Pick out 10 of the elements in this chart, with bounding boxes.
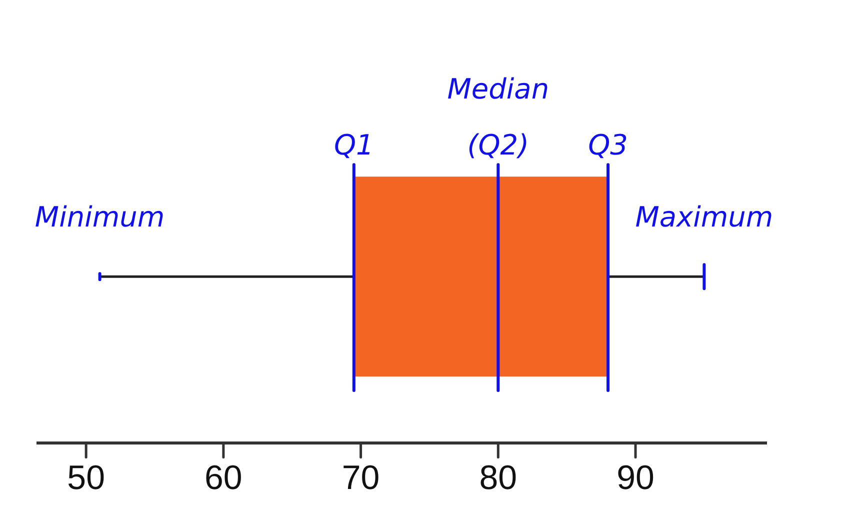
x-tick-label: 80 — [479, 458, 518, 497]
x-tick-label: 70 — [342, 458, 380, 497]
ref-line-label: Q1 — [334, 128, 374, 162]
x-tick-label: 90 — [616, 458, 654, 497]
x-tick-label: 50 — [67, 458, 105, 497]
annotation: Maximum — [635, 200, 774, 234]
annotation: Minimum — [34, 200, 165, 234]
ref-line-label: Q3 — [588, 128, 628, 162]
x-tick-label: 60 — [204, 458, 242, 497]
ref-line-label: Median (Q2) — [447, 72, 550, 162]
